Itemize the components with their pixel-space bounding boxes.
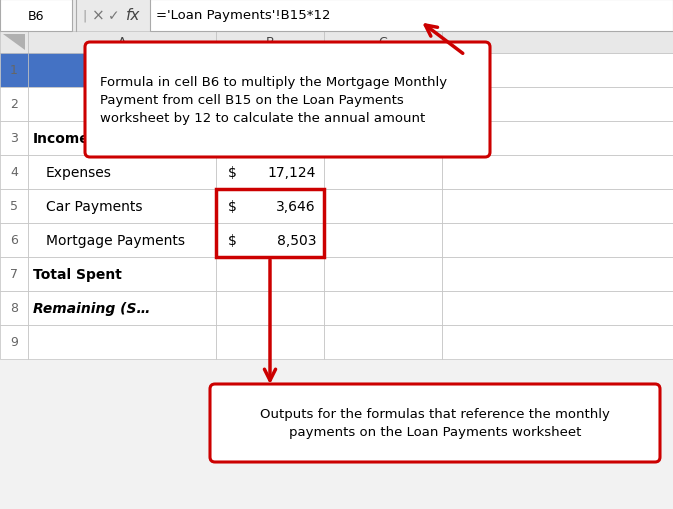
Text: $: $ [228,165,237,180]
Bar [216,122,324,156]
Text: 8: 8 [10,302,18,315]
Bar [324,325,442,359]
Bar [28,258,216,292]
Bar [0,325,28,359]
Text: Income: Income [33,132,90,146]
Bar [0,292,28,325]
Bar [324,88,442,122]
Bar [28,122,216,156]
Bar [442,190,673,223]
Bar [28,292,216,325]
Bar [0,122,28,156]
Text: Formula in cell B6 to multiply the Mortgage Monthly
Payment from cell B15 on the: Formula in cell B6 to multiply the Mortg… [100,76,447,125]
Text: ✓: ✓ [108,9,120,23]
Text: A: A [118,37,127,49]
Text: Percent of
Income: Percent of Income [355,89,436,121]
Text: 3,646: 3,646 [277,200,316,214]
Bar [442,258,673,292]
Bar [150,0,673,32]
Bar [442,54,673,88]
FancyBboxPatch shape [210,384,660,462]
Text: B: B [266,37,275,49]
Bar [216,156,324,190]
Bar [216,32,324,54]
Bar [324,223,442,258]
Bar [0,88,28,122]
Text: Total Spent: Total Spent [33,267,122,281]
Text: 7: 7 [10,268,18,281]
Text: Car Payments: Car Payments [46,200,143,214]
Bar [442,122,673,156]
Bar [442,325,673,359]
Text: 17,124: 17,124 [268,165,316,180]
Text: 2: 2 [10,98,18,111]
Bar [442,156,673,190]
Text: 8,503: 8,503 [277,234,316,247]
Text: Mortgage Payments: Mortgage Payments [46,234,185,247]
Bar [28,190,216,223]
Bar [216,54,324,88]
Text: 3: 3 [10,132,18,145]
Text: 5: 5 [10,200,18,213]
Bar [28,54,216,88]
Bar [216,325,324,359]
Bar [216,292,324,325]
Text: fx: fx [126,9,141,23]
Bar [0,156,28,190]
Text: |: | [82,10,86,22]
Text: 4: 4 [10,166,18,179]
Bar [324,156,442,190]
Bar [28,32,216,54]
Bar [324,190,442,223]
Bar [0,54,28,88]
Bar [216,88,324,122]
Bar [0,190,28,223]
Bar [216,190,324,258]
Text: 6: 6 [10,234,18,247]
Bar [216,223,324,258]
Text: Remaining (S…: Remaining (S… [33,301,150,316]
Bar [0,32,28,54]
Bar [442,88,673,122]
Bar [442,292,673,325]
Bar [442,223,673,258]
Bar [324,292,442,325]
Bar [216,258,324,292]
Bar [324,32,442,54]
Bar [324,258,442,292]
Bar [28,156,216,190]
Text: $: $ [228,200,237,214]
Text: $: $ [228,132,237,146]
Text: 9: 9 [10,336,18,349]
Bar [0,258,28,292]
Bar [0,0,72,32]
Bar [324,54,442,88]
Text: $: $ [228,234,237,247]
Text: Outputs for the formulas that reference the monthly
payments on the Loan Payment: Outputs for the formulas that reference … [260,408,610,439]
Bar [28,223,216,258]
Polygon shape [3,35,25,51]
FancyBboxPatch shape [85,43,490,158]
Text: 1: 1 [10,64,18,77]
Text: 33,000: 33,000 [262,132,316,146]
Text: C: C [379,37,388,49]
Text: ×: × [92,9,105,23]
Text: Expenses: Expenses [46,165,112,180]
Bar [28,88,216,122]
Bar [28,325,216,359]
Bar [324,122,442,156]
Bar [0,223,28,258]
Bar [216,190,324,223]
Text: ='Loan Payments'!B15*12: ='Loan Payments'!B15*12 [156,10,330,22]
Text: B6: B6 [28,10,44,22]
Bar [442,32,673,54]
Bar [0,0,673,32]
